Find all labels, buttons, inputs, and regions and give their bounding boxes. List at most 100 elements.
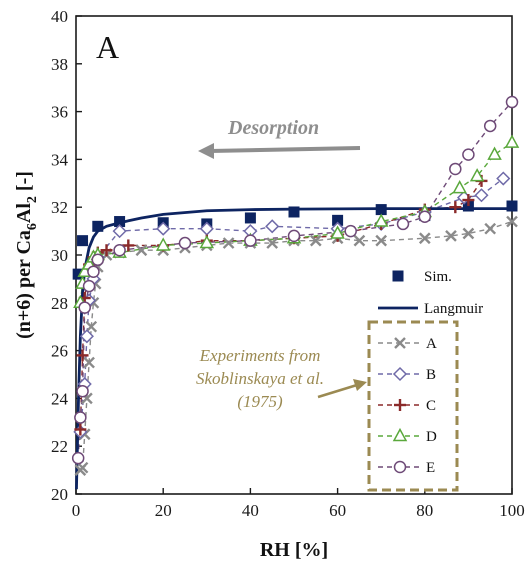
x-tick-label: 60 (329, 501, 346, 520)
x-tick-label: 40 (242, 501, 259, 520)
legend-marker-c (394, 399, 406, 411)
data-point-d (452, 180, 467, 194)
data-point-b (496, 171, 511, 186)
y-tick-label: 34 (51, 150, 69, 169)
data-point-e (396, 217, 410, 231)
legend-label-e: E (426, 460, 435, 476)
data-point-e (244, 234, 257, 247)
y-tick-label: 20 (51, 485, 68, 504)
data-point-sim (332, 214, 344, 226)
data-point-sim (77, 235, 89, 247)
series-line-A (79, 220, 513, 471)
data-point-e (71, 451, 85, 465)
data-point-d (199, 234, 215, 249)
data-point-b (474, 188, 489, 203)
data-point-d (504, 134, 520, 148)
data-point-sim (375, 204, 387, 216)
experiments-label-line-1: Experiments from (199, 346, 321, 365)
data-point-e (483, 119, 497, 133)
data-point-sim (92, 220, 104, 232)
legend-label-b: B (426, 367, 436, 383)
series-line-E (77, 101, 513, 459)
data-point-e (287, 229, 301, 243)
y-tick-label: 38 (51, 55, 68, 74)
x-tick-label: 100 (499, 501, 525, 520)
data-point-d (155, 237, 171, 251)
y-tick-label: 40 (51, 7, 68, 26)
data-point-e (462, 148, 475, 161)
data-point-c (449, 201, 462, 214)
experiments-label-line-3: (1975) (237, 392, 283, 411)
data-point-b (79, 329, 94, 344)
data-point-c (76, 349, 89, 362)
data-point-c (122, 239, 135, 252)
data-point-b (265, 219, 280, 234)
data-point-sim (72, 268, 84, 280)
y-tick-label: 22 (51, 437, 68, 456)
legend-marker-e (393, 460, 407, 474)
series-markers (71, 95, 520, 476)
data-point-a (76, 461, 89, 474)
data-point-c (74, 423, 87, 436)
y-tick-label: 28 (51, 294, 68, 313)
data-point-a (462, 227, 475, 240)
data-point-e (76, 384, 89, 398)
x-tick-label: 20 (155, 501, 172, 520)
x-tick-label: 0 (72, 501, 81, 520)
data-point-a (85, 320, 98, 333)
data-point-e (82, 279, 96, 293)
legend-marker-b (392, 366, 408, 382)
data-point-e (418, 210, 432, 224)
legend-label-sim: Sim. (424, 269, 452, 285)
data-point-sim (288, 206, 300, 218)
data-point-a (83, 356, 95, 369)
data-point-c (462, 194, 475, 207)
y-tick-label: 36 (51, 103, 68, 122)
desorption-arrow (198, 143, 361, 159)
data-point-b (112, 224, 127, 239)
data-point-a (445, 230, 457, 242)
desorption-label: Desorption (227, 117, 319, 139)
data-point-a (222, 237, 235, 249)
y-tick-label: 32 (51, 198, 68, 217)
data-point-a (309, 234, 322, 247)
data-point-sim (244, 212, 256, 224)
data-point-c (100, 244, 113, 257)
x-axis-title: RH [%] (260, 539, 328, 561)
data-point-a (266, 237, 279, 249)
data-point-e (74, 411, 87, 424)
experiments-arrow (317, 379, 367, 399)
data-point-d (487, 146, 502, 160)
legend-label-langmuir: Langmuir (424, 301, 483, 317)
data-point-a (506, 215, 518, 228)
legend-label-a: A (426, 336, 437, 352)
data-point-e (113, 243, 126, 257)
data-point-sim (506, 200, 518, 212)
data-point-a (484, 222, 497, 235)
data-point-d (469, 168, 485, 182)
experiments-label-line-2: Skoblinskaya et al. (196, 369, 324, 388)
y-tick-label: 24 (51, 389, 69, 408)
x-tick-label: 80 (416, 501, 433, 520)
panel-label: A (96, 29, 119, 65)
legend-label-d: D (426, 429, 437, 445)
data-point-a (375, 234, 388, 247)
data-point-d (330, 225, 345, 239)
data-point-a (418, 232, 431, 245)
y-tick-label: 26 (51, 342, 68, 361)
experiments-legend-box (367, 320, 459, 492)
data-point-a (135, 244, 148, 257)
data-point-e (449, 162, 462, 176)
data-point-a (353, 234, 366, 247)
legend-marker-d (392, 427, 408, 442)
data-point-sim (114, 216, 126, 228)
data-point-e (78, 301, 91, 314)
data-point-b (156, 221, 171, 236)
y-axis-title: (n+6) per Ca6Al2 [-] (13, 171, 40, 339)
data-point-e (505, 95, 519, 109)
data-point-d (373, 213, 389, 227)
legend-marker-sim (392, 270, 404, 282)
